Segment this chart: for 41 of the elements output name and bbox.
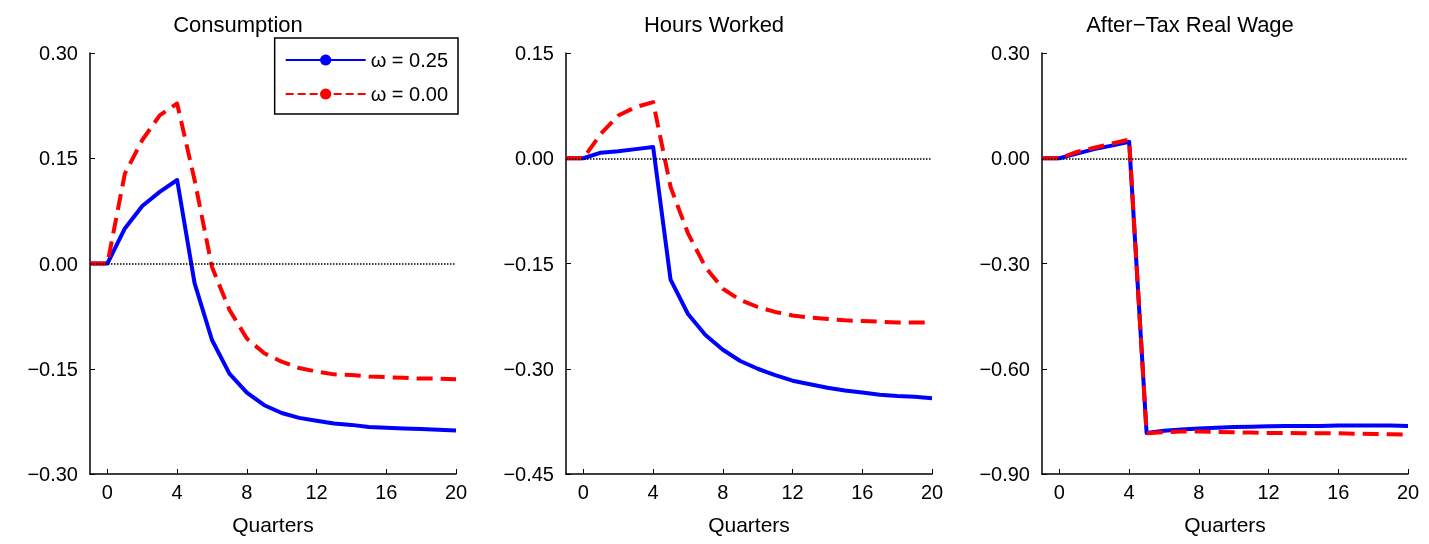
y-tick-label: −0.30 (503, 357, 554, 380)
chart-title: After−Tax Real Wage (1086, 11, 1294, 37)
x-tick-label: 4 (647, 481, 659, 503)
legend-label: ω = 0.25 (370, 49, 449, 71)
y-tick-label: −0.30 (27, 463, 78, 485)
x-tick-label: 20 (444, 481, 468, 503)
x-tick-label: 12 (1257, 481, 1280, 503)
y-tick-label: 0.15 (515, 42, 554, 64)
x-tick-label: 0 (577, 481, 589, 503)
y-tick-label: −0.15 (27, 357, 78, 380)
x-tick-label: 16 (851, 481, 874, 503)
chart-title: Consumption (173, 11, 303, 37)
x-tick-label: 0 (101, 481, 113, 503)
legend-label: ω = 0.00 (370, 83, 449, 105)
x-axis-title: Quarters (1184, 513, 1266, 536)
y-tick-label: 0.15 (39, 147, 78, 170)
y-tick-label: 0.30 (991, 42, 1030, 64)
y-tick-label: −0.60 (979, 357, 1030, 380)
chart-title: Hours Worked (643, 11, 785, 37)
x-tick-label: 8 (1193, 481, 1205, 503)
x-tick-label: 8 (717, 481, 729, 503)
x-tick-label: 12 (781, 481, 804, 503)
x-tick-label: 8 (241, 481, 253, 503)
x-tick-label: 20 (920, 481, 944, 503)
y-tick-label: 0.00 (515, 147, 554, 170)
x-tick-label: 16 (1327, 481, 1350, 503)
y-tick-label: 0.00 (991, 147, 1030, 170)
y-tick-label: 0.30 (39, 42, 78, 64)
x-tick-label: 4 (171, 481, 183, 503)
x-axis-title: Quarters (232, 513, 314, 536)
x-tick-label: 20 (1396, 481, 1420, 503)
x-tick-label: 16 (375, 481, 398, 503)
x-tick-label: 0 (1053, 481, 1065, 503)
y-tick-label: −0.45 (503, 463, 554, 485)
y-tick-label: −0.30 (979, 252, 1030, 275)
x-tick-label: 12 (305, 481, 328, 503)
y-tick-label: −0.90 (979, 463, 1030, 485)
x-axis-title: Quarters (708, 513, 790, 536)
x-tick-label: 4 (1123, 481, 1135, 503)
y-tick-label: 0.00 (39, 252, 78, 275)
y-tick-label: −0.15 (503, 252, 554, 275)
